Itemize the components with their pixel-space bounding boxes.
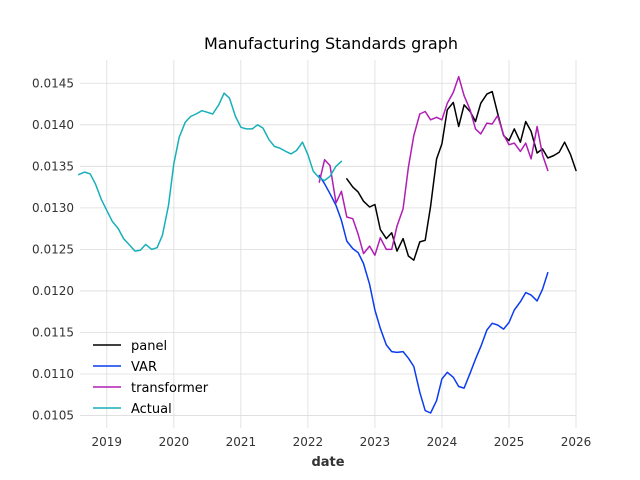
series-line-transformer <box>318 75 549 256</box>
x-tick-label: 2026 <box>561 435 592 449</box>
x-tick-label: 2024 <box>427 435 458 449</box>
grid <box>80 60 577 428</box>
series-line-panel <box>346 90 577 261</box>
y-tick-label: 0.0125 <box>32 242 74 256</box>
y-axis-ticks: 0.0105 0.0110 0.0115 0.0120 0.0125 0.0130 0.01… <box>32 76 74 422</box>
y-tick-label: 0.0145 <box>32 76 74 90</box>
y-tick-label: 0.0135 <box>32 159 74 173</box>
y-tick-label: 0.0115 <box>32 325 74 339</box>
y-tick-label: 0.0130 <box>32 201 74 215</box>
y-tick-label: 0.0140 <box>32 118 74 132</box>
x-tick-label: 2021 <box>226 435 257 449</box>
y-tick-label: 0.0120 <box>32 284 74 298</box>
chart-title: Manufacturing Standards graph <box>204 34 458 53</box>
x-tick-label: 2020 <box>159 435 190 449</box>
series-line-var <box>318 174 549 414</box>
y-tick-label: 0.0110 <box>32 367 74 381</box>
x-tick-label: 2025 <box>494 435 525 449</box>
x-tick-label: 2023 <box>360 435 391 449</box>
legend: panel VAR transformer Actual <box>93 339 209 417</box>
x-tick-label: 2019 <box>92 435 123 449</box>
legend-label: panel <box>131 339 167 354</box>
x-tick-label: 2022 <box>293 435 324 449</box>
legend-label: Actual <box>131 402 172 417</box>
x-axis-label: date <box>311 455 344 470</box>
y-tick-label: 0.0105 <box>32 409 74 423</box>
legend-label: transformer <box>131 381 209 396</box>
series-line-actual <box>77 92 343 252</box>
series-lines <box>77 75 577 414</box>
x-axis-ticks: 2019 2020 2021 2022 2023 2024 2025 2026 <box>92 435 592 449</box>
legend-label: VAR <box>131 360 157 375</box>
